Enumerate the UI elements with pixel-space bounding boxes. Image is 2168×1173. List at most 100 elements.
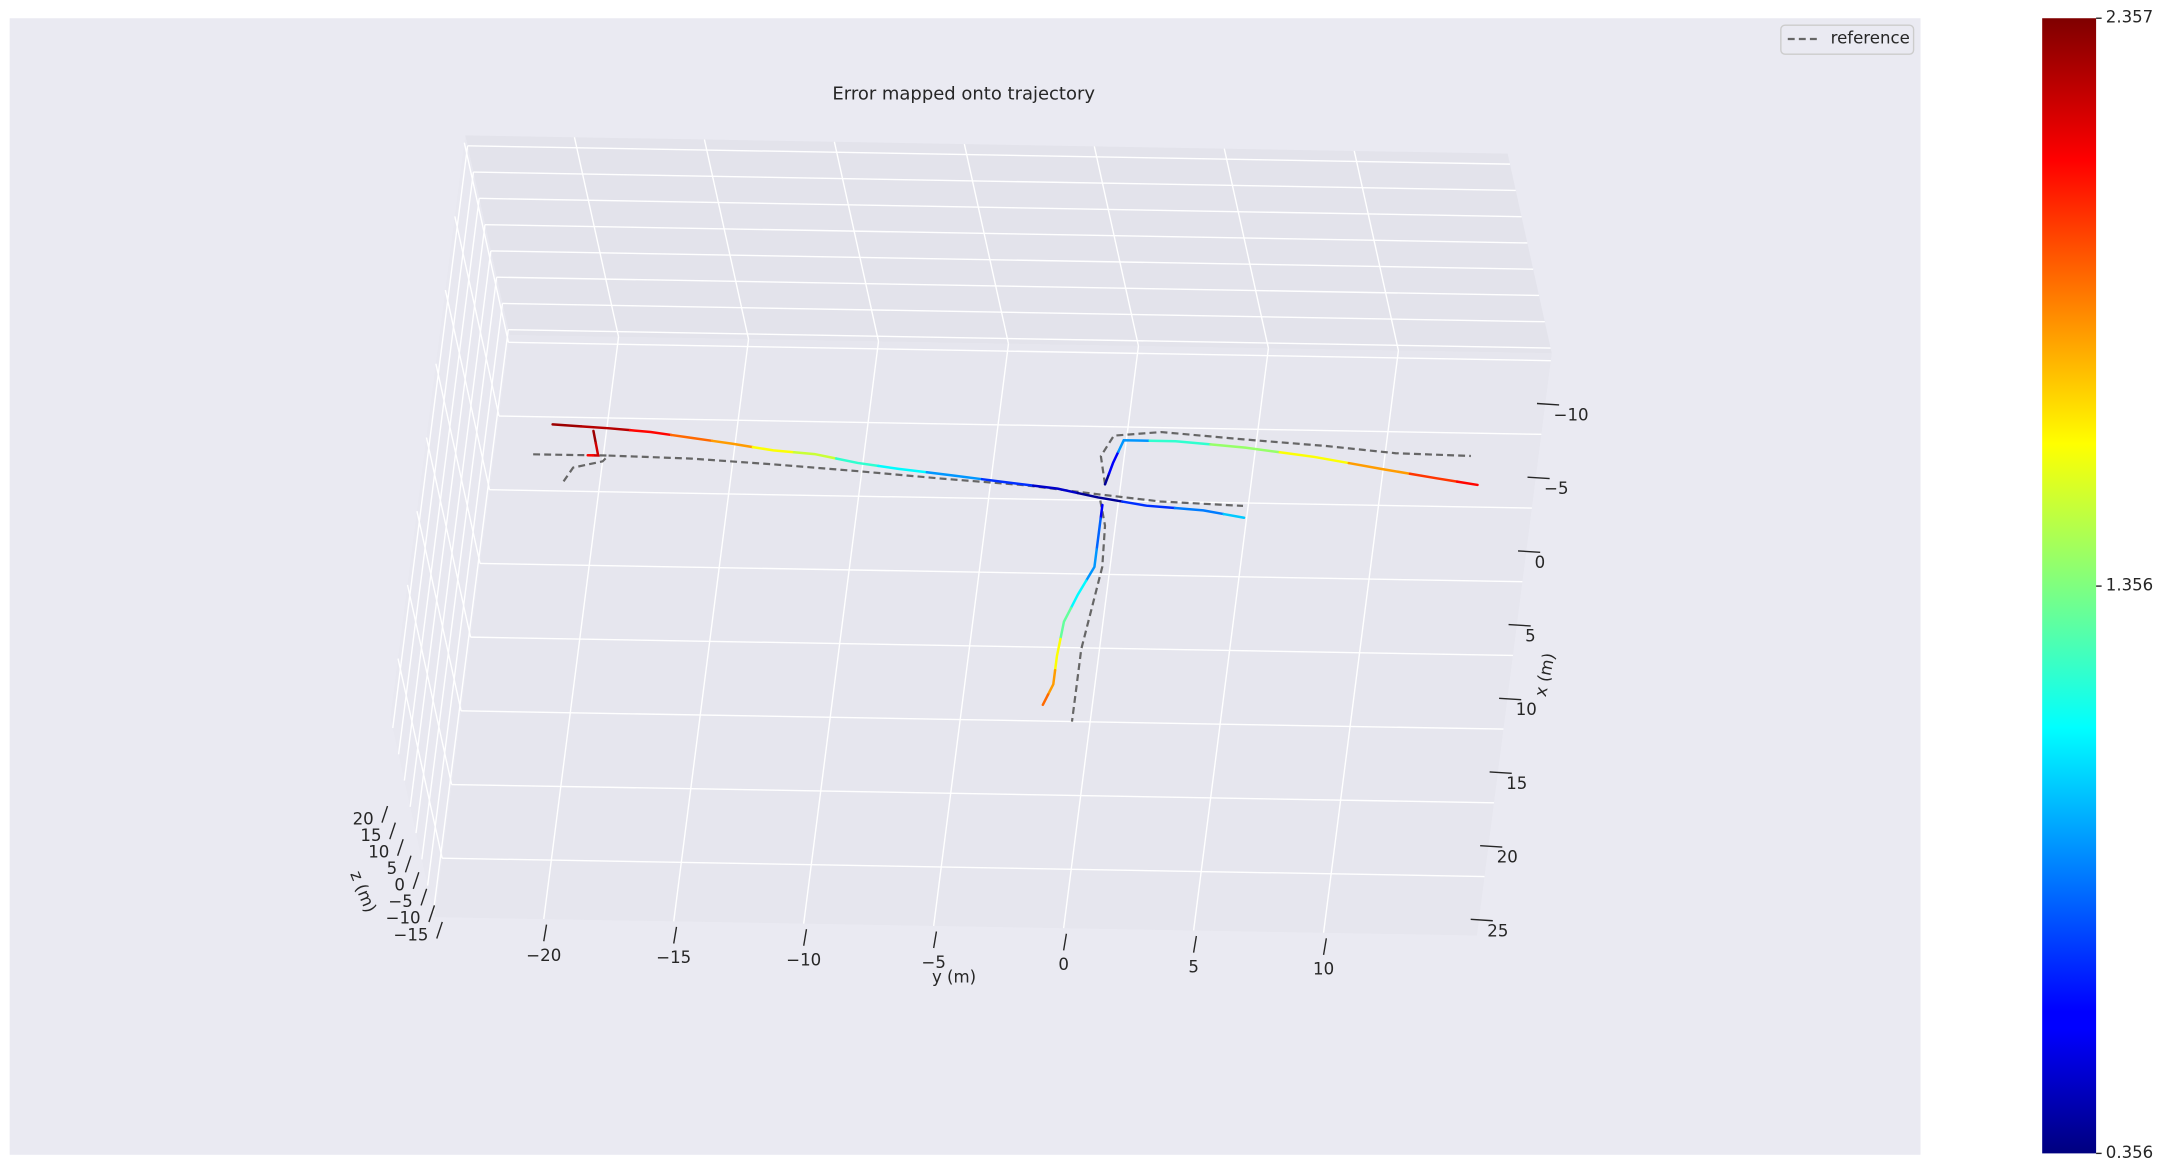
z-tick-label: 0	[394, 876, 405, 895]
x-tick-label: −5	[1544, 479, 1568, 498]
grid-line	[502, 302, 1545, 323]
legend-label: reference	[1831, 28, 1910, 47]
trajectory-segment	[1103, 472, 1111, 486]
colorbar	[2042, 18, 2097, 1154]
grid-line	[480, 562, 1523, 583]
grid-line	[963, 143, 1010, 344]
grid-line	[1192, 348, 1270, 931]
z-tick	[389, 822, 396, 840]
grid-line	[833, 141, 880, 342]
y-tick-label: −5	[921, 953, 945, 972]
grid-line	[397, 172, 475, 755]
grid-line	[442, 857, 1485, 878]
x-tick	[1480, 844, 1503, 848]
z-tick-label: −5	[388, 892, 412, 911]
y-tick	[932, 931, 938, 949]
z-tick	[396, 838, 404, 856]
trajectory-segment	[1222, 512, 1246, 519]
trajectory-segment	[925, 471, 984, 481]
grid-line	[490, 250, 1534, 270]
z-tick	[436, 921, 443, 939]
trajectory-segment	[792, 450, 838, 460]
grid-line	[485, 223, 1528, 244]
grid-line	[496, 276, 1539, 297]
reference-line	[533, 430, 1471, 722]
x-tick-label: 15	[1506, 774, 1527, 793]
trajectory-segment	[1031, 484, 1080, 495]
y-tick-label: −10	[786, 950, 821, 969]
grid-line	[498, 415, 1542, 436]
trajectory-segment	[1053, 637, 1062, 672]
grid-line	[426, 303, 504, 886]
colorbar-tick-label: 0.356	[2106, 1143, 2153, 1162]
z-tick-label: 10	[368, 842, 389, 861]
grid-line	[415, 250, 492, 834]
grid-line	[409, 224, 486, 807]
grid-line	[403, 198, 480, 781]
trajectory-segment	[1173, 506, 1225, 516]
grid-line	[1353, 150, 1400, 351]
trajectory-segment	[1117, 439, 1151, 453]
trajectory-segment	[1046, 669, 1057, 696]
trajectory-segment	[710, 439, 755, 449]
trajectory-segment	[1121, 500, 1177, 510]
z-tick	[420, 888, 428, 906]
trajectory-segment	[1148, 439, 1212, 446]
trajectory-segment	[1084, 548, 1098, 582]
z-tick-label: 5	[387, 859, 398, 878]
y-tick	[673, 926, 678, 944]
trajectory-segment	[1347, 461, 1412, 476]
trajectory-segment	[1455, 480, 1479, 487]
grid-line	[543, 336, 620, 920]
y-tick-label: 10	[1313, 960, 1334, 979]
x-tick	[1527, 476, 1550, 480]
z-tick-label: −10	[386, 909, 421, 928]
grid-line	[673, 339, 750, 922]
x-tick	[1470, 918, 1493, 922]
grid-line	[473, 171, 1516, 192]
y-tick-label: −15	[656, 948, 691, 967]
z-tick	[428, 905, 436, 923]
x-tick-label: 10	[1516, 700, 1537, 719]
grid-line	[392, 145, 469, 729]
grid-line	[703, 139, 750, 340]
x-tick	[1536, 402, 1560, 406]
z-tick-label: 15	[360, 826, 381, 845]
grid-line	[1093, 146, 1140, 347]
trajectory-segment	[1209, 443, 1282, 454]
legend: reference	[1780, 24, 1915, 55]
grid-line	[803, 341, 880, 924]
trajectory-segment	[591, 441, 600, 457]
floor-pane	[434, 334, 1552, 936]
trajectory-segment	[751, 445, 796, 454]
trajectory-segment	[669, 433, 714, 443]
grid-line	[1062, 345, 1140, 929]
grid-line	[573, 137, 620, 338]
grid-line	[432, 329, 509, 913]
z-tick	[381, 805, 389, 823]
grid-line	[1223, 148, 1270, 349]
trajectory-segment	[1095, 517, 1102, 551]
y-tick	[1322, 938, 1328, 956]
grid-line	[470, 636, 1513, 657]
colorbar-tick-label: 1.356	[2106, 576, 2153, 595]
trajectory-segment	[1059, 606, 1073, 641]
trajectory-segment	[1041, 693, 1050, 707]
x-tick	[1499, 697, 1522, 701]
z-tick	[404, 855, 412, 873]
trajectory-segment	[592, 429, 598, 445]
y-tick-label: 5	[1188, 957, 1199, 976]
x-tick	[1517, 550, 1541, 553]
grid-line	[1322, 350, 1400, 933]
grid-line	[479, 197, 1522, 218]
x-tick-label: 20	[1497, 848, 1518, 867]
chart-title: Error mapped onto trajectory	[832, 83, 1095, 104]
grid-line	[489, 489, 1532, 509]
panes	[390, 135, 1552, 936]
x-tick-label: 5	[1525, 627, 1536, 646]
grid-line	[508, 329, 1551, 349]
y-tick	[1062, 933, 1068, 951]
trajectory-segment	[876, 464, 929, 474]
x-tick-label: 0	[1535, 553, 1546, 572]
